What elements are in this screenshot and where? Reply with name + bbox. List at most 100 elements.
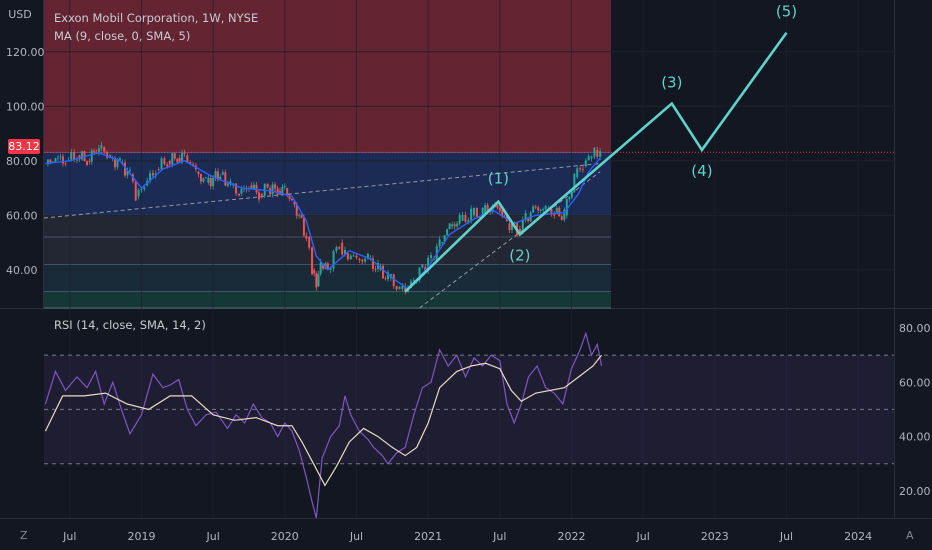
time-axis-label[interactable]: 2022 bbox=[557, 530, 585, 543]
candle-body bbox=[64, 163, 67, 165]
trendlines bbox=[43, 151, 894, 309]
time-axis-label[interactable]: Jul bbox=[205, 530, 219, 543]
candle-body bbox=[338, 247, 341, 249]
price-axis-label[interactable]: 80.00 bbox=[6, 155, 38, 168]
candle-body bbox=[192, 164, 195, 166]
wave-label-4[interactable]: (4) bbox=[691, 162, 712, 180]
price-axis-label[interactable]: 120.00 bbox=[6, 46, 45, 59]
candle-body bbox=[322, 264, 325, 269]
price-axis-label[interactable]: 60.00 bbox=[6, 209, 38, 222]
time-axis[interactable]: Jul 2019 Jul 2020 Jul 2021 Jul 2022 Jul 2023 Jul 20… bbox=[62, 530, 872, 543]
candle-body bbox=[183, 152, 186, 154]
elliott-wave-path[interactable] bbox=[404, 31, 788, 293]
candle-body bbox=[100, 144, 103, 149]
candle-body bbox=[80, 151, 83, 160]
currency-label[interactable]: USD bbox=[8, 8, 32, 21]
time-axis-label[interactable]: 2021 bbox=[414, 530, 442, 543]
candle-body bbox=[524, 213, 527, 220]
candle-body bbox=[539, 210, 542, 211]
candle-body bbox=[560, 216, 563, 220]
symbol-title[interactable]: Exxon Mobil Corporation, 1W, NYSE bbox=[54, 11, 259, 25]
price-axis[interactable]: 120.00 100.00 80.00 60.00 40.00 bbox=[6, 46, 45, 277]
auto-scale-button[interactable]: A bbox=[906, 529, 914, 542]
candle-body bbox=[326, 263, 329, 269]
candle-body bbox=[46, 159, 49, 164]
wave-label-2[interactable]: (2) bbox=[509, 246, 530, 264]
candle-body bbox=[467, 220, 470, 222]
candle-body bbox=[255, 184, 258, 193]
candle-body bbox=[149, 173, 152, 181]
candle-body bbox=[563, 209, 566, 220]
candle-body bbox=[366, 253, 369, 259]
candle-body bbox=[189, 162, 192, 165]
candle-body bbox=[568, 197, 571, 200]
wave-label-1[interactable]: (1) bbox=[488, 170, 509, 188]
candle-body bbox=[355, 255, 358, 258]
price-axis-label[interactable]: 100.00 bbox=[6, 100, 45, 113]
candle-body bbox=[381, 265, 384, 279]
candle-body bbox=[581, 169, 584, 171]
candle-body bbox=[116, 159, 119, 168]
candle-body bbox=[387, 272, 390, 280]
candle-body bbox=[401, 286, 404, 289]
time-axis-label[interactable]: 2019 bbox=[127, 530, 155, 543]
rsi-axis-label[interactable]: 20.00 bbox=[899, 485, 931, 498]
rsi-indicator-label[interactable]: RSI (14, close, SMA, 14, 2) bbox=[54, 318, 206, 332]
candle-body bbox=[186, 155, 189, 163]
candle-body bbox=[75, 159, 78, 161]
candle-body bbox=[542, 208, 545, 211]
price-axis-label[interactable]: 40.00 bbox=[6, 264, 38, 277]
candle-body bbox=[421, 264, 424, 268]
time-axis-label[interactable]: 2020 bbox=[271, 530, 299, 543]
candle-body bbox=[511, 223, 514, 230]
candle-body bbox=[221, 172, 224, 175]
rsi-axis-label[interactable]: 80.00 bbox=[899, 322, 931, 335]
candle-body bbox=[129, 170, 132, 171]
rsi-axis-label[interactable]: 40.00 bbox=[899, 431, 931, 444]
time-axis-label[interactable]: Jul bbox=[492, 530, 506, 543]
candle-body bbox=[593, 147, 596, 157]
candle-body bbox=[290, 198, 293, 201]
candle-body bbox=[250, 185, 253, 189]
candle-body bbox=[451, 224, 454, 227]
candle-body bbox=[527, 218, 530, 222]
candle-body bbox=[311, 247, 314, 275]
rsi-axis-label[interactable]: 60.00 bbox=[899, 376, 931, 389]
time-axis-label[interactable]: Jul bbox=[636, 530, 650, 543]
candle-body bbox=[346, 253, 349, 260]
elliott-wave[interactable]: (1) (2) (3) (4) (5) bbox=[404, 3, 797, 293]
candle-body bbox=[181, 152, 184, 162]
candle-body bbox=[412, 280, 415, 282]
time-axis-label[interactable]: 2024 bbox=[844, 530, 872, 543]
rsi-ma-line bbox=[44, 354, 603, 487]
candle-body bbox=[281, 187, 284, 195]
candle-body bbox=[456, 223, 459, 227]
timezone-button[interactable]: Z bbox=[20, 529, 28, 542]
candle-body bbox=[266, 183, 269, 188]
candle-body bbox=[335, 247, 338, 252]
time-axis-label[interactable]: Jul bbox=[349, 530, 363, 543]
candle-body bbox=[496, 205, 499, 208]
time-axis-label[interactable]: Jul bbox=[62, 530, 76, 543]
candle-body bbox=[404, 286, 407, 292]
candle-body bbox=[584, 160, 587, 167]
candle-body bbox=[235, 183, 238, 194]
candle-body bbox=[212, 178, 215, 187]
price-zone-0 bbox=[44, 0, 611, 153]
wave-label-5[interactable]: (5) bbox=[776, 3, 797, 21]
candle-body bbox=[137, 189, 140, 197]
ma-indicator-label[interactable]: MA (9, close, 0, SMA, 5) bbox=[54, 29, 191, 43]
candle-body bbox=[430, 255, 433, 258]
candle-body bbox=[491, 206, 494, 212]
candle-body bbox=[207, 177, 210, 183]
wave-label-3[interactable]: (3) bbox=[661, 74, 682, 92]
candle-body bbox=[178, 158, 181, 162]
candle-body bbox=[475, 207, 478, 217]
candle-body bbox=[276, 188, 279, 195]
candle-body bbox=[392, 274, 395, 287]
time-axis-label[interactable]: Jul bbox=[779, 530, 793, 543]
time-axis-label[interactable]: 2023 bbox=[701, 530, 729, 543]
candle-body bbox=[157, 168, 160, 170]
rsi-axis[interactable]: 80.00 60.00 40.00 20.00 bbox=[899, 322, 931, 498]
